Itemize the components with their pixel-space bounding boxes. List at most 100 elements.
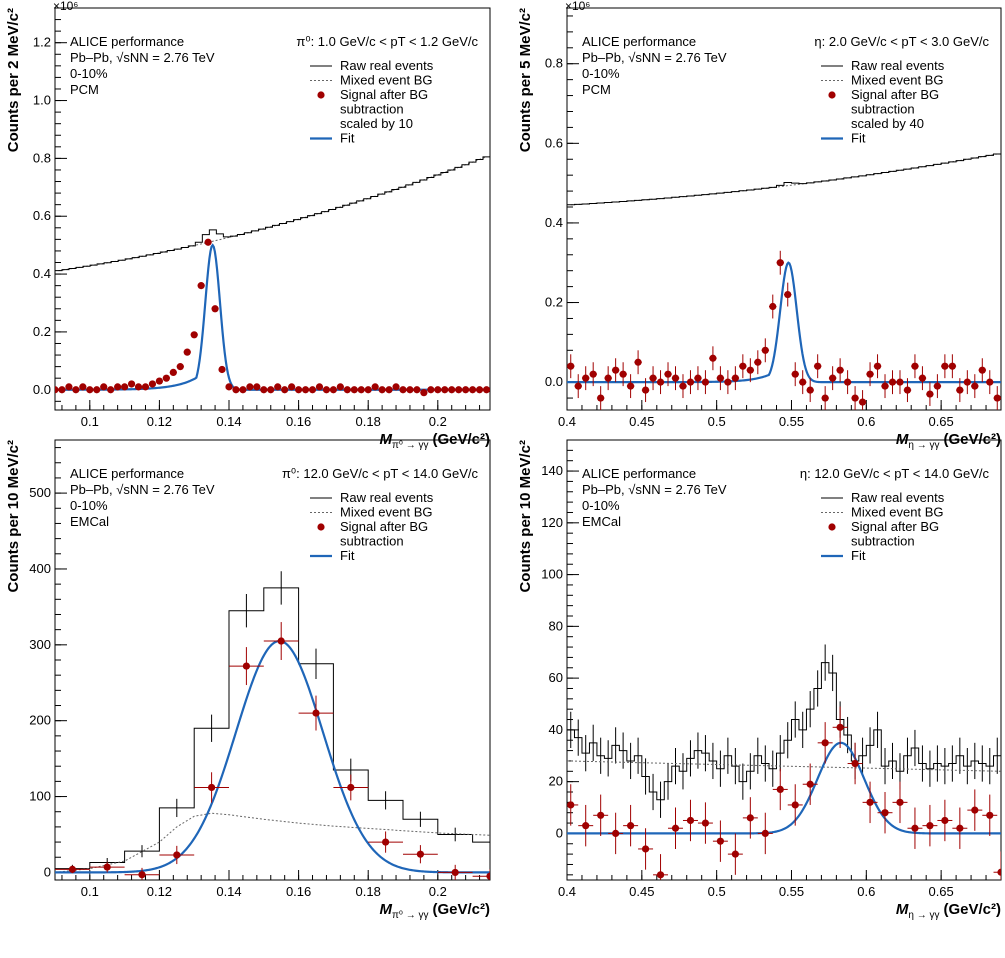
signal-point xyxy=(103,863,111,871)
info-line: PCM xyxy=(70,82,99,97)
signal-point xyxy=(731,850,739,858)
legend-entry: scaled by 40 xyxy=(851,116,924,131)
signal-point xyxy=(716,837,724,845)
signal-point xyxy=(462,386,470,394)
y-tick-label: 0.8 xyxy=(545,56,563,71)
signal-point xyxy=(336,383,344,391)
y-tick-label: 500 xyxy=(29,485,51,500)
legend-signal-symbol xyxy=(317,91,325,99)
kinematic-range-label: π⁰: 12.0 GeV/c < pT < 14.0 GeV/c xyxy=(282,466,479,481)
y-tick-label: 80 xyxy=(549,618,563,633)
signal-point xyxy=(350,386,358,394)
legend-entry: subtraction xyxy=(340,534,404,549)
y-tick-label: 0.2 xyxy=(545,295,563,310)
x-tick-label: 0.2 xyxy=(429,414,447,429)
x-tick-label: 0.12 xyxy=(147,414,172,429)
signal-point xyxy=(382,838,390,846)
signal-point xyxy=(567,362,575,370)
x-tick-label: 0.16 xyxy=(286,414,311,429)
y-tick-label: 0.0 xyxy=(33,382,51,397)
signal-point xyxy=(679,382,687,390)
signal-point xyxy=(208,783,216,792)
signal-point xyxy=(239,386,247,394)
y-tick-label: 40 xyxy=(549,722,563,737)
info-line: 0-10% xyxy=(70,498,108,513)
legend-signal-symbol xyxy=(317,523,325,531)
signal-point xyxy=(55,386,59,394)
info-line: Pb–Pb, √sNN = 2.76 TeV xyxy=(70,482,215,497)
x-tick-label: 0.1 xyxy=(81,414,99,429)
signal-point xyxy=(253,383,261,391)
signal-point xyxy=(888,378,897,386)
x-axis-title-unit: (GeV/c²) xyxy=(943,901,1001,918)
signal-point xyxy=(993,394,1001,402)
x-axis-title-symbol: M xyxy=(896,901,909,918)
x-tick-label: 0.6 xyxy=(857,884,875,899)
fit-curve xyxy=(55,639,490,874)
signal-point xyxy=(582,822,590,830)
signal-point xyxy=(604,374,612,382)
signal-point xyxy=(858,398,867,406)
signal-point xyxy=(997,868,1001,876)
signal-point xyxy=(896,798,904,806)
info-line: ALICE performance xyxy=(582,466,696,481)
signal-point xyxy=(482,386,490,394)
signal-point xyxy=(881,382,889,390)
y-tick-label: 0.2 xyxy=(33,324,51,339)
signal-point xyxy=(829,374,837,382)
signal-point xyxy=(162,374,170,382)
signal-point xyxy=(701,819,710,827)
info-line: Pb–Pb, √sNN = 2.76 TeV xyxy=(70,50,215,65)
x-axis-title-symbol: M xyxy=(380,901,393,918)
signal-point xyxy=(267,386,275,394)
signal-point xyxy=(724,378,732,386)
signal-point xyxy=(784,290,792,299)
info-line: ALICE performance xyxy=(582,34,696,49)
legend-entry: Signal after BG xyxy=(340,519,428,534)
x-tick-label: 0.14 xyxy=(216,884,241,899)
signal-point xyxy=(791,801,799,809)
signal-point xyxy=(896,378,904,386)
y-tick-label: 120 xyxy=(541,515,563,530)
signal-point xyxy=(329,386,337,394)
signal-point xyxy=(963,378,971,386)
signal-point xyxy=(664,370,672,378)
signal-point xyxy=(814,362,822,370)
kinematic-range-label: π⁰: 1.0 GeV/c < pT < 1.2 GeV/c xyxy=(296,34,478,49)
signal-point xyxy=(190,331,198,339)
signal-point xyxy=(399,386,407,394)
signal-point xyxy=(761,829,769,838)
info-line: EMCal xyxy=(582,514,621,529)
x-tick-label: 0.18 xyxy=(356,884,381,899)
signal-point xyxy=(656,378,665,386)
signal-point xyxy=(627,382,635,390)
signal-point xyxy=(821,394,829,402)
signal-point xyxy=(903,386,912,394)
signal-point xyxy=(371,383,379,391)
signal-point xyxy=(597,394,605,402)
signal-point xyxy=(93,386,101,394)
y-tick-label: 1.0 xyxy=(33,93,51,108)
signal-point xyxy=(315,383,324,391)
signal-point xyxy=(486,872,490,880)
signal-point xyxy=(242,662,250,670)
x-tick-label: 0.5 xyxy=(708,884,726,899)
x-axis-title-subscript: η → γγ xyxy=(908,910,939,921)
signal-point xyxy=(312,709,320,717)
signal-point xyxy=(455,386,463,394)
legend-entry: Fit xyxy=(340,131,355,146)
signal-point xyxy=(475,386,484,394)
raw-real-events-histogram xyxy=(55,156,490,272)
legend-entry: Raw real events xyxy=(340,490,434,505)
signal-point xyxy=(141,383,150,391)
legend-entry: Mixed event BG xyxy=(340,505,433,520)
legend-entry: Mixed event BG xyxy=(340,73,433,88)
plot-area xyxy=(55,156,490,397)
signal-point xyxy=(769,302,777,311)
signal-point xyxy=(347,783,355,792)
x-axis-title: Mη → γγ (GeV/c²) xyxy=(896,431,1001,451)
signal-point xyxy=(86,386,94,394)
plot-frame xyxy=(566,7,1002,411)
signal-point xyxy=(274,383,282,391)
y-tick-label: 60 xyxy=(549,670,563,685)
